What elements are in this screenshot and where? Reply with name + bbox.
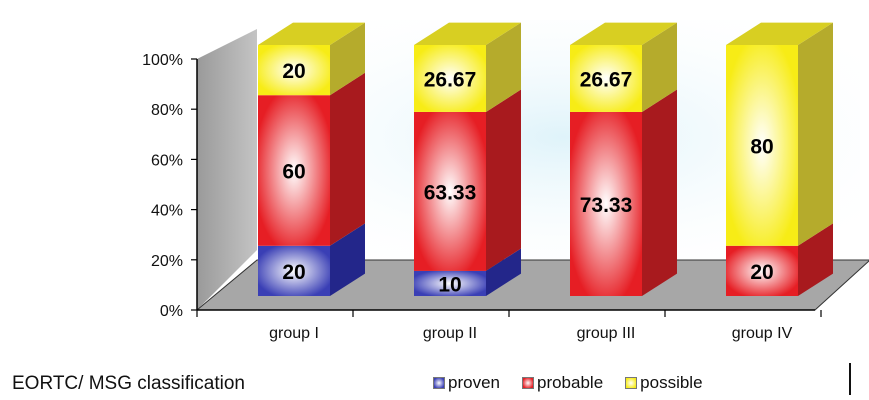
y-tick-label: 100%: [142, 52, 183, 69]
data-label-possible: 26.67: [424, 68, 477, 91]
bar-segment-probable: [414, 111, 486, 271]
data-label-probable: 60: [282, 161, 305, 184]
data-label-probable: 20: [750, 261, 773, 284]
legend-label: possible: [640, 373, 703, 392]
data-label-possible: 26.67: [580, 68, 633, 91]
data-label-possible: 20: [282, 60, 305, 83]
data-label-probable: 73.33: [580, 194, 633, 217]
legend-label: proven: [448, 373, 500, 392]
bar-segment-possible: [726, 45, 798, 246]
data-label-proven: 10: [438, 273, 461, 296]
y-tick-label: 0%: [160, 303, 183, 320]
stacked-bar-chart: 0%20%40%60%80%100% 2060201063.3326.6773.…: [142, 20, 869, 342]
back-wall: [197, 29, 257, 310]
bar-stack: 20 60 20: [258, 22, 365, 296]
data-label-proven: 20: [282, 261, 305, 284]
bar-top-face: [570, 22, 677, 45]
bar-segment-possible: [570, 45, 642, 112]
x-axis: group I group II group III group IV: [196, 309, 822, 342]
legend-label: probable: [536, 373, 604, 392]
legend-item-possible: possible: [625, 373, 703, 393]
data-label-possible: 80: [750, 135, 773, 158]
bar-top-face: [414, 22, 521, 45]
left-wall: [197, 29, 257, 310]
bar-segment-probable: [726, 245, 798, 296]
bar-side-possible: [798, 22, 833, 246]
bar-stack: 73.33 26.67: [570, 22, 677, 296]
bar-segment-proven: [258, 245, 330, 296]
y-tick-label: 80%: [151, 102, 183, 119]
data-label-probable: 63.33: [424, 181, 477, 204]
x-category-label: group IV: [732, 325, 793, 342]
bar-side-proven: [330, 223, 365, 296]
bar-segment-possible: [414, 45, 486, 112]
y-tick-label: 20%: [151, 253, 183, 270]
x-category-label: group III: [577, 325, 636, 342]
bar-side-possible: [330, 22, 365, 96]
bar-stack: 10 63.33 26.67: [414, 22, 521, 296]
bar-side-probable: [486, 89, 521, 271]
vertical-divider: [849, 363, 851, 395]
y-axis: 0% 20% 40% 60% 80% 100%: [142, 52, 198, 320]
bar-side-probable: [798, 223, 833, 296]
bar-side-proven: [486, 248, 521, 296]
bar-segment-proven: [414, 270, 486, 296]
legend-swatch: [521, 377, 534, 389]
legend-swatch: [433, 377, 445, 389]
bar-segment-probable: [570, 111, 642, 296]
x-category-label: group II: [423, 325, 477, 342]
x-category-label: group I: [269, 325, 319, 342]
bar-segment-probable: [258, 95, 330, 246]
bar-side-possible: [486, 22, 521, 112]
legend-swatch: [625, 377, 638, 389]
bar-side-probable: [642, 89, 677, 296]
legend-item-proven: proven: [433, 373, 500, 393]
legend-item-probable: probable: [521, 373, 604, 393]
bar-side-probable: [330, 72, 365, 246]
bar-top-face: [258, 22, 365, 45]
y-tick-label: 60%: [151, 152, 183, 169]
bar-top-face: [726, 22, 833, 45]
bar-side-possible: [642, 22, 677, 112]
classification-title: EORTC/ MSG classification: [12, 373, 245, 394]
bar-segment-possible: [258, 45, 330, 96]
y-tick-label: 40%: [151, 203, 183, 220]
chart-legend: proven probable possible: [433, 373, 703, 393]
